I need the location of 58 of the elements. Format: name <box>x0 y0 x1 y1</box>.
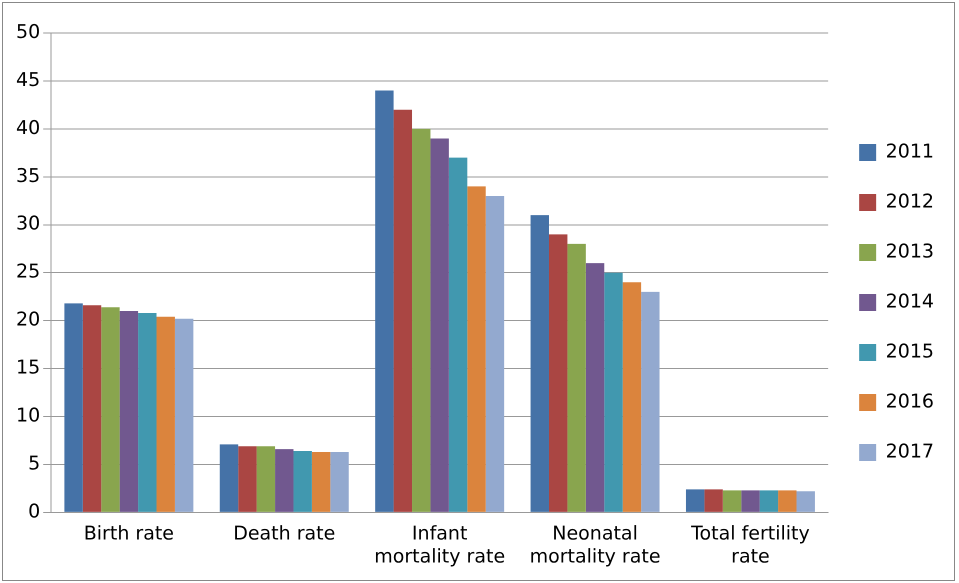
legend-label: 2012 <box>886 190 934 212</box>
y-tick-label: 40 <box>16 116 40 139</box>
y-tick-label: 45 <box>16 68 40 91</box>
bar <box>722 490 742 512</box>
x-tick-label: Infant mortality rate <box>374 522 506 568</box>
bar <box>101 307 120 512</box>
bar <box>430 138 449 512</box>
x-tick-label: Death rate <box>233 522 336 545</box>
bar <box>174 318 194 512</box>
bar <box>394 110 412 512</box>
bar <box>312 452 330 512</box>
bar <box>704 489 723 512</box>
y-tick-label: 5 <box>28 452 40 474</box>
bar <box>156 316 175 512</box>
bar <box>686 489 704 512</box>
legend-label: 2014 <box>886 290 934 312</box>
bar <box>641 292 660 512</box>
bar <box>586 263 604 512</box>
bar <box>120 311 138 512</box>
bar <box>467 186 486 512</box>
bar <box>138 312 157 512</box>
y-tick-label: 0 <box>28 500 40 522</box>
bar <box>220 444 238 512</box>
bar <box>530 215 549 512</box>
bar <box>238 446 257 512</box>
bar <box>760 490 778 512</box>
bar <box>293 451 312 512</box>
bar <box>412 128 430 512</box>
bar <box>622 282 642 512</box>
y-tick-label: 15 <box>16 356 40 379</box>
y-tick-label: 35 <box>16 164 40 187</box>
y-tick-label: 10 <box>16 404 40 426</box>
bar <box>567 244 586 512</box>
legend-label: 2011 <box>886 140 934 162</box>
bar <box>548 234 568 512</box>
bar <box>778 490 797 512</box>
y-tick-label: 25 <box>16 260 40 283</box>
bar <box>64 303 83 512</box>
bar <box>375 90 394 512</box>
bar <box>275 449 294 512</box>
bar <box>604 272 623 512</box>
y-tick-label: 50 <box>16 20 40 43</box>
x-tick-label: Neonatal mortality rate <box>530 522 661 568</box>
bar <box>256 446 276 512</box>
bar <box>330 452 349 512</box>
bar <box>796 491 815 512</box>
y-tick-label: 20 <box>16 308 40 331</box>
legend-label: 2016 <box>886 390 934 412</box>
y-tick-label: 30 <box>16 212 40 235</box>
legend-label: 2015 <box>886 340 934 362</box>
bar <box>741 490 760 512</box>
legend-label: 2013 <box>886 240 934 262</box>
legend-label: 2017 <box>886 440 934 462</box>
bar <box>448 158 468 512</box>
x-tick-label: Total fertility rate <box>690 522 810 568</box>
bar <box>486 196 504 512</box>
bar <box>82 305 102 512</box>
x-tick-label: Birth rate <box>84 522 174 545</box>
